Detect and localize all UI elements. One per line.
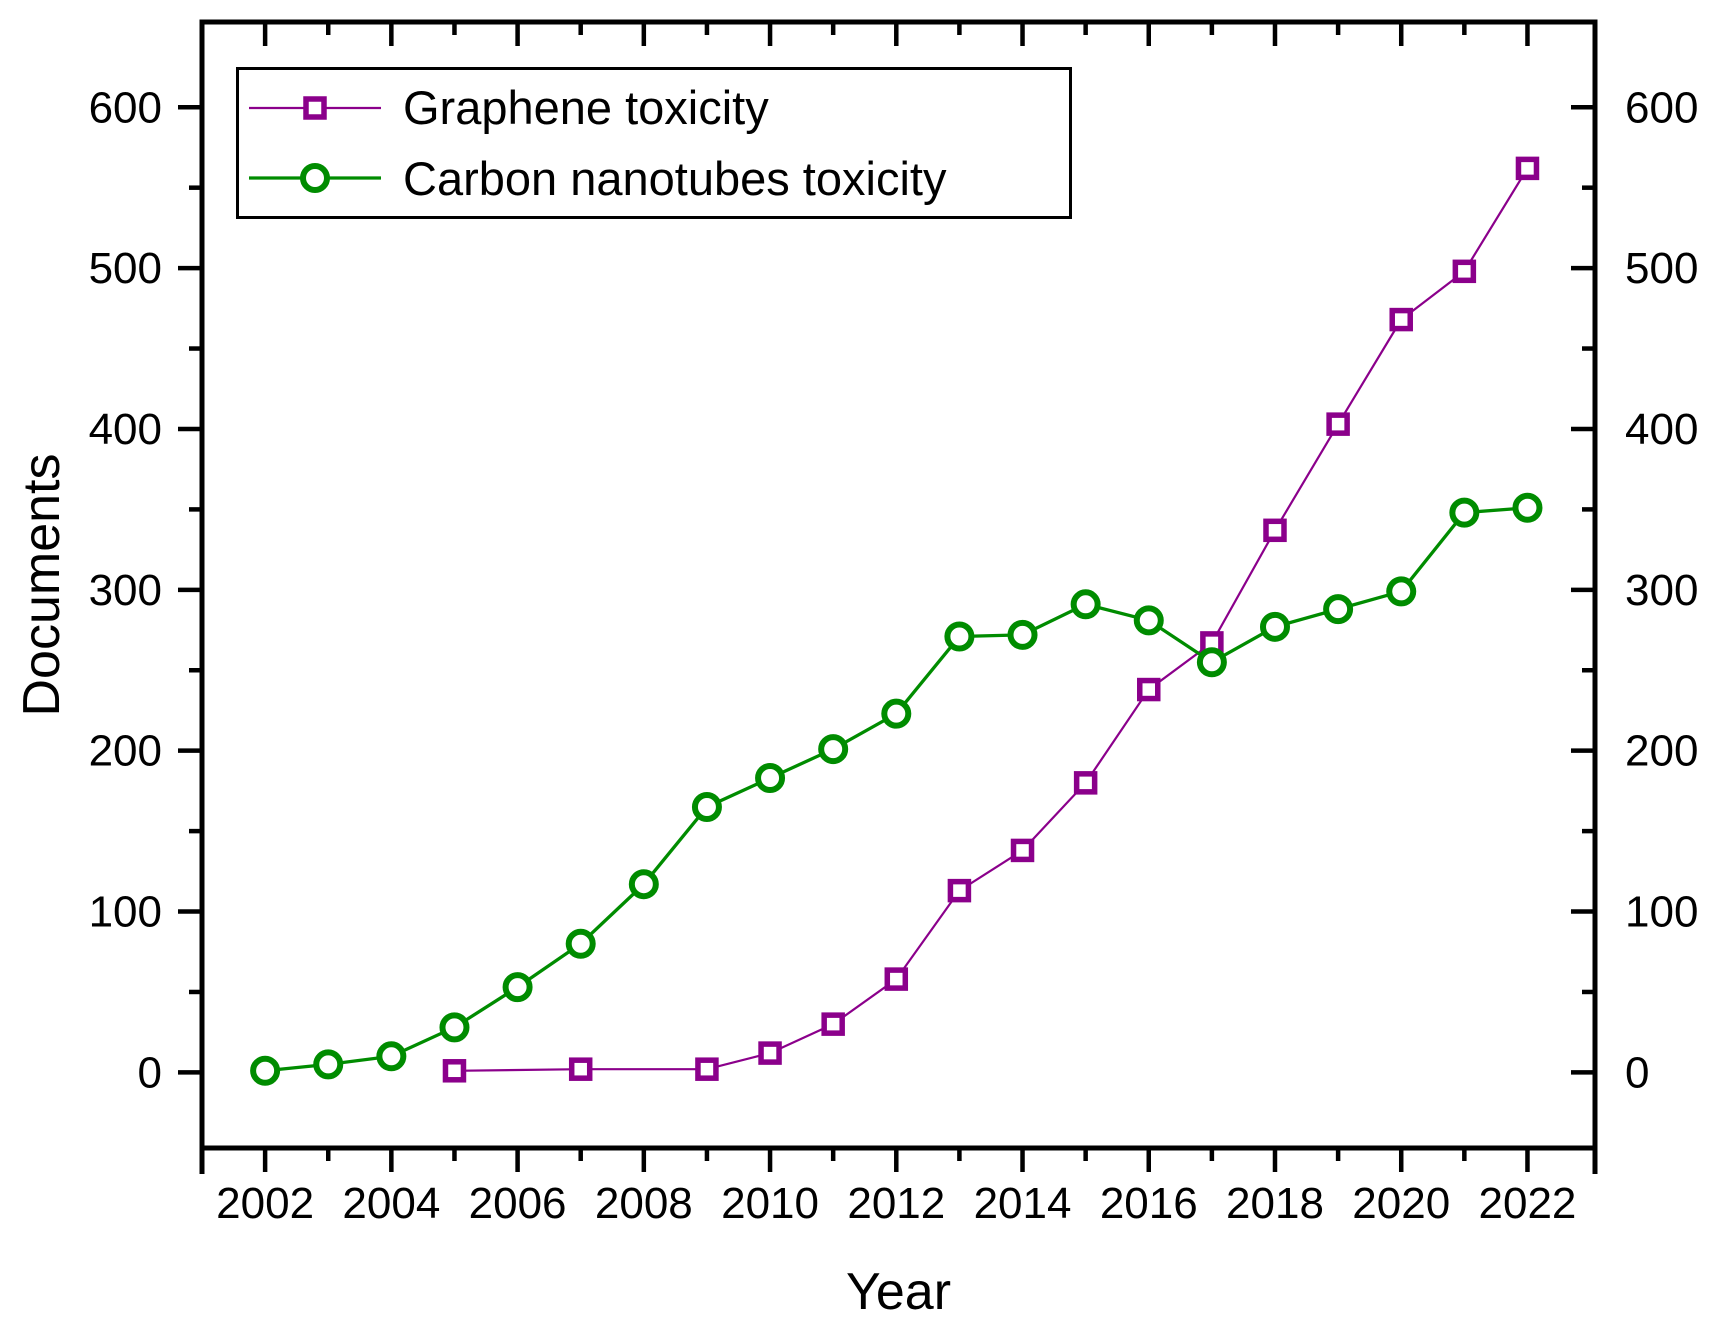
data-point-square-0: [1326, 412, 1350, 436]
y-tick-label-right: 100: [1625, 888, 1698, 937]
data-point-circle-1: [502, 972, 533, 1003]
y-tick-label-left: 400: [89, 405, 162, 454]
data-point-square-0: [884, 967, 909, 991]
y-tick-label-left: 300: [89, 566, 162, 615]
x-tick-label: 2004: [342, 1179, 440, 1228]
data-point-circle-1: [313, 1049, 344, 1080]
x-tick-label: 2016: [1100, 1179, 1198, 1228]
data-point-circle-1: [1196, 647, 1227, 678]
x-tick-label: 2020: [1352, 1179, 1450, 1228]
y-tick-label-left: 200: [89, 727, 162, 776]
data-point-circle-1: [1070, 589, 1101, 620]
y-tick-label-left: 600: [89, 83, 162, 132]
data-point-square-0: [821, 1012, 845, 1036]
data-point-square-0: [758, 1041, 782, 1065]
x-axis-title: Year: [845, 1263, 952, 1321]
data-point-square-0: [1073, 771, 1098, 795]
legend-item-cnt: Carbon nanotubes toxicity: [245, 143, 1063, 213]
legend-item-graphene: Graphene toxicity: [245, 73, 1063, 143]
x-tick-label: 2002: [216, 1179, 314, 1228]
y-tick-label-left: 100: [89, 888, 162, 937]
data-point-square-0: [442, 1059, 467, 1083]
data-point-circle-1: [1007, 619, 1038, 650]
data-point-circle-1: [818, 734, 849, 765]
y-tick-label-right: 300: [1625, 566, 1698, 615]
y-tick-label-right: 200: [1625, 727, 1698, 776]
x-tick-label: 2022: [1479, 1179, 1577, 1228]
data-point-circle-1: [1259, 611, 1290, 642]
x-tick-label: 2012: [847, 1179, 945, 1228]
data-point-square-0: [1515, 156, 1540, 181]
data-point-square-0: [947, 878, 972, 903]
data-point-circle-1: [565, 928, 596, 959]
x-tick-label: 2006: [469, 1179, 567, 1228]
legend-label-graphene: Graphene toxicity: [403, 81, 769, 135]
data-point-circle-1: [376, 1041, 407, 1072]
x-tick-label: 2010: [721, 1179, 819, 1228]
legend-sample-cnt-circle-marker-icon: [249, 163, 381, 194]
y-tick-label-right: 400: [1625, 405, 1698, 454]
data-point-square-0: [695, 1057, 719, 1081]
data-point-circle-1: [1449, 497, 1480, 528]
y-tick-label-left: 0: [138, 1048, 162, 1097]
x-tick-label: 2014: [974, 1179, 1072, 1228]
y-tick-label-left: 500: [89, 244, 162, 293]
data-point-square-0: [1137, 677, 1161, 702]
data-point-square-0: [1263, 518, 1287, 543]
data-point-circle-1: [1133, 605, 1164, 636]
data-point-square-0: [1389, 307, 1413, 332]
data-point-circle-1: [1386, 576, 1417, 607]
series-line-0: [454, 167, 1529, 1072]
data-point-square-0: [568, 1057, 593, 1081]
data-point-circle-1: [944, 621, 975, 652]
data-point-circle-1: [691, 791, 722, 822]
x-tick-label: 2018: [1226, 1179, 1324, 1228]
legend-label-cnt: Carbon nanotubes toxicity: [403, 151, 947, 205]
data-point-circle-1: [755, 763, 786, 794]
data-point-circle-1: [881, 698, 912, 729]
data-point-circle-1: [1512, 492, 1543, 523]
y-tick-label-right: 0: [1625, 1048, 1649, 1097]
legend-sample-graphene-square-marker-icon: [249, 95, 381, 120]
data-point-circle-1: [628, 869, 659, 900]
data-point-circle-1: [1323, 594, 1354, 625]
x-tick-label: 2008: [595, 1179, 693, 1228]
legend: Graphene toxicity Carbon nanotubes toxic…: [236, 67, 1072, 219]
data-point-square-0: [1452, 259, 1477, 284]
data-point-circle-1: [439, 1012, 470, 1043]
data-point-square-0: [1010, 838, 1035, 863]
data-point-circle-1: [250, 1055, 281, 1086]
y-tick-label-right: 500: [1625, 244, 1698, 293]
y-tick-label-right: 600: [1625, 83, 1698, 132]
y-axis-title: Documents: [13, 453, 71, 717]
